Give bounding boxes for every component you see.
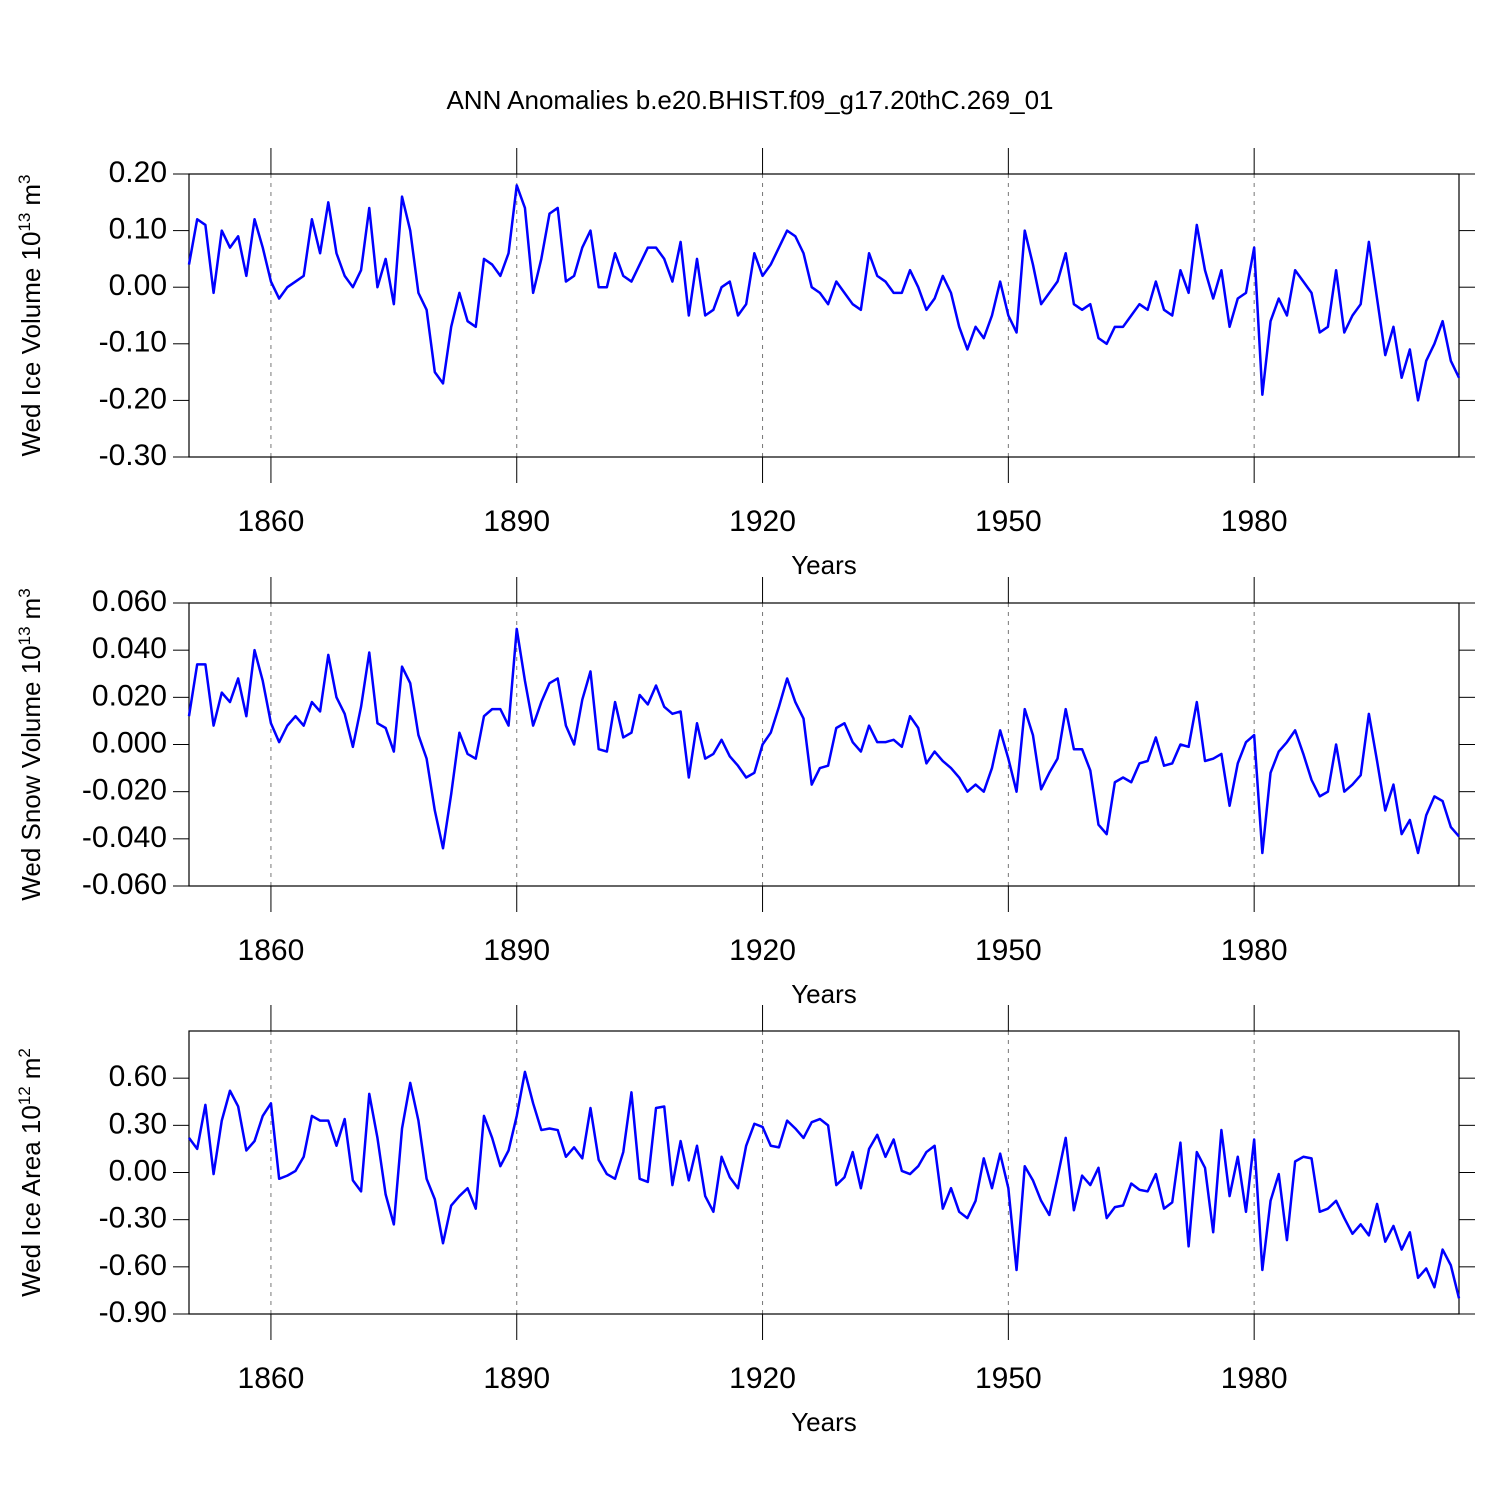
x-tick-label: 1980 xyxy=(1221,934,1288,967)
y-tick-label: -0.10 xyxy=(99,326,167,359)
y-tick-label: 0.60 xyxy=(109,1060,167,1093)
y-tick-label: 0.040 xyxy=(92,632,167,665)
y-tick-label: -0.20 xyxy=(99,382,167,415)
y-tick-label: 0.000 xyxy=(92,726,167,759)
y-tick-label: -0.020 xyxy=(82,774,167,807)
x-axis-label: Years xyxy=(791,979,857,1009)
x-tick-label: 1860 xyxy=(238,505,305,538)
plot-frame xyxy=(188,602,1460,887)
x-tick-label: 1920 xyxy=(729,1362,796,1395)
panel: -0.060 -0.040 -0.020 0.000 0.020 0.040 0.060 18… xyxy=(15,577,1475,1009)
y-axis-label-part: m xyxy=(16,1058,46,1080)
x-tick-label: 1890 xyxy=(483,1362,550,1395)
y-tick-label: 0.20 xyxy=(109,156,167,189)
x-tick-label: 1950 xyxy=(975,1362,1042,1395)
x-tick-label: 1950 xyxy=(975,505,1042,538)
y-axis-label: Wed Ice Area 1012 m2 xyxy=(15,1048,46,1297)
y-axis-label-exponent: 13 xyxy=(15,213,34,232)
y-axis-label-part: Wed Ice Area 10 xyxy=(16,1105,46,1297)
panel: -0.90 -0.60 -0.30 0.00 0.30 0.60 1860 1890 1920 1… xyxy=(15,1005,1475,1437)
y-axis-label-exponent: 3 xyxy=(15,174,34,183)
y-tick-label: -0.040 xyxy=(82,821,167,854)
y-tick-label: 0.020 xyxy=(92,679,167,712)
x-axis-label: Years xyxy=(791,550,857,580)
x-tick-label: 1890 xyxy=(483,934,550,967)
y-axis-label-part: Wed Snow Volume 10 xyxy=(16,645,46,900)
y-tick-label: 0.060 xyxy=(92,585,167,618)
y-axis-label-exponent: 3 xyxy=(15,588,34,597)
y-axis-label-part: Wed Ice Volume 10 xyxy=(16,232,46,457)
x-axis-label: Years xyxy=(791,1407,857,1437)
data-line xyxy=(187,1070,1461,1299)
plot-frame xyxy=(188,1030,1460,1315)
y-tick-label: 0.10 xyxy=(109,213,167,246)
plot-frame xyxy=(188,173,1460,458)
y-tick-label: -0.90 xyxy=(99,1296,167,1329)
y-axis-label-exponent: 13 xyxy=(15,626,34,645)
x-tick-label: 1890 xyxy=(483,505,550,538)
y-axis-label-part: m xyxy=(16,598,46,620)
x-tick-label: 1980 xyxy=(1221,505,1288,538)
data-line xyxy=(187,627,1460,855)
y-tick-label: 0.00 xyxy=(109,1154,167,1187)
y-tick-label: 0.30 xyxy=(109,1107,167,1140)
y-tick-label: -0.30 xyxy=(99,1202,167,1235)
panel: -0.30 -0.20 -0.10 0.00 0.10 0.20 1860 1890 1920 1… xyxy=(15,148,1475,580)
y-axis-label-exponent: 2 xyxy=(15,1048,34,1057)
y-tick-label: -0.60 xyxy=(99,1249,167,1282)
x-tick-label: 1980 xyxy=(1221,1362,1288,1395)
y-axis-label: Wed Ice Volume 1013 m3 xyxy=(15,174,46,456)
y-tick-label: -0.30 xyxy=(99,439,167,472)
y-axis-label-exponent: 12 xyxy=(15,1086,34,1105)
x-tick-label: 1860 xyxy=(238,1362,305,1395)
x-tick-label: 1920 xyxy=(729,934,796,967)
x-tick-label: 1860 xyxy=(238,934,305,967)
y-tick-label: -0.060 xyxy=(82,868,167,901)
x-tick-label: 1950 xyxy=(975,934,1042,967)
y-axis-label: Wed Snow Volume 1013 m3 xyxy=(15,588,46,900)
y-tick-label: 0.00 xyxy=(109,269,167,302)
x-tick-label: 1920 xyxy=(729,505,796,538)
data-line xyxy=(187,184,1461,402)
figure-title: ANN Anomalies b.e20.BHIST.f09_g17.20thC.… xyxy=(446,85,1053,115)
y-axis-label-part: m xyxy=(16,184,46,206)
